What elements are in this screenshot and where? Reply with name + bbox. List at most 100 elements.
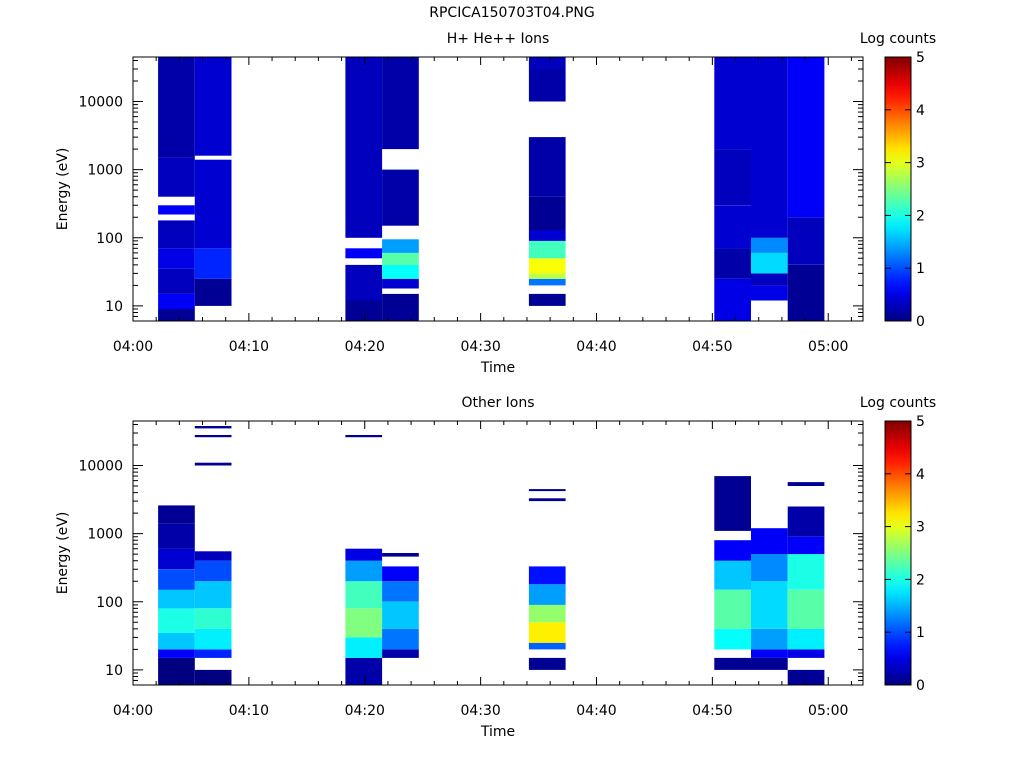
heatmap-cell — [528, 137, 566, 197]
heatmap-cell — [382, 566, 419, 582]
x-tick-label: 04:10 — [229, 703, 269, 719]
colorbar-tick-label: 5 — [916, 414, 925, 430]
heatmap-cell — [158, 589, 195, 609]
panel-title: Other Ions — [461, 395, 534, 411]
heatmap-cell — [751, 273, 788, 286]
heatmap-cell — [345, 560, 383, 582]
heatmap-cell — [751, 649, 788, 658]
colorbar-tick-label: 3 — [916, 156, 925, 172]
heatmap-cell — [382, 169, 419, 226]
heatmap-cell — [528, 642, 566, 650]
x-tick-label: 04:00 — [113, 339, 153, 355]
heatmap-cell — [714, 560, 751, 590]
heatmap-cell — [345, 608, 383, 638]
colorbar-tick-label: 2 — [916, 572, 925, 588]
heatmap-cell — [382, 57, 419, 150]
heatmap-cell — [787, 482, 825, 486]
panel-1: H+ He++ Ions 04:00 04:10 04:20 04:30 04:40 04:… — [55, 31, 936, 376]
heatmap-cell — [751, 57, 788, 238]
heatmap-cell — [382, 628, 419, 650]
x-tick-label: 04:30 — [460, 703, 500, 719]
heatmap-cell — [194, 628, 232, 650]
heatmap-cell — [158, 548, 195, 570]
heatmap-cell — [194, 57, 232, 156]
heatmap-cell — [158, 220, 195, 249]
colorbar-tick-label: 1 — [916, 261, 925, 277]
heatmap-cell — [528, 196, 566, 230]
heatmap-cell — [528, 657, 566, 670]
heatmap-cell — [714, 57, 751, 150]
heatmap-cell — [751, 581, 788, 629]
y-tick-label: 1000 — [87, 163, 123, 179]
heatmap-cell — [345, 657, 383, 685]
heatmap-cell — [194, 649, 232, 658]
heatmap-cell — [158, 205, 195, 215]
heatmap-cell — [714, 149, 751, 206]
heatmap-cell — [194, 159, 232, 249]
colorbar-tick-label: 5 — [916, 50, 925, 66]
heatmap-cell — [345, 435, 383, 438]
colorbar-tick-label: 0 — [916, 314, 925, 330]
file-title: RPCICA150703T04.PNG — [429, 5, 595, 21]
heatmap-cell — [528, 57, 566, 69]
heatmap-cell — [345, 581, 383, 609]
heatmap-cell — [714, 205, 751, 249]
heatmap-cell — [194, 560, 232, 582]
x-axis-label: Time — [480, 724, 515, 740]
heatmap-cell — [345, 264, 383, 301]
colorbar-tick-label: 2 — [916, 208, 925, 224]
heatmap-cell — [787, 536, 825, 555]
plot-frame — [132, 56, 864, 322]
heatmap-cell — [714, 476, 751, 531]
heatmap-cell — [158, 649, 195, 658]
heatmap-cell — [382, 601, 419, 629]
colorbar — [884, 420, 912, 686]
y-tick-label: 1000 — [87, 527, 123, 543]
heatmap-cell — [528, 604, 566, 623]
heatmap-cell — [528, 278, 566, 286]
heatmap-cell — [528, 230, 566, 241]
heatmap-cell — [382, 264, 419, 279]
heatmap-cell — [751, 528, 788, 555]
heatmap-cell — [194, 581, 232, 609]
heatmap-cell — [194, 669, 232, 685]
heatmap-cell — [158, 157, 195, 197]
x-tick-label: 04:20 — [345, 703, 385, 719]
colorbar-tick-label: 1 — [916, 625, 925, 641]
heatmap-cell — [158, 569, 195, 590]
colorbar-tick-label: 3 — [916, 520, 925, 536]
heatmap-cell — [751, 628, 788, 650]
heatmap-cell — [194, 435, 232, 438]
heatmap-cell — [194, 278, 232, 306]
colorbar-label: Log counts — [860, 395, 936, 411]
heatmap-cell — [787, 264, 825, 321]
heatmap-cell — [714, 628, 751, 650]
heatmap-cell — [345, 248, 383, 259]
colorbar-tick-label: 4 — [916, 467, 925, 483]
heatmap-cell — [751, 237, 788, 253]
heatmap-cell — [382, 293, 419, 321]
heatmap-cell — [528, 293, 566, 306]
heatmap-cell — [158, 608, 195, 633]
heatmap-cell — [345, 57, 383, 238]
heatmap-cell — [751, 554, 788, 582]
heatmap-cell — [382, 553, 419, 557]
heatmap-cell — [382, 649, 419, 658]
heatmap-cell — [787, 554, 825, 590]
heatmap-cell — [382, 278, 419, 289]
heatmap-cell — [194, 551, 232, 561]
x-tick-label: 04:30 — [460, 339, 500, 355]
heatmap-cell — [345, 548, 383, 561]
heatmap-cell — [158, 57, 195, 158]
heatmap-cell — [787, 628, 825, 650]
y-tick-label: 100 — [96, 595, 123, 611]
heatmap-cell — [751, 285, 788, 301]
heatmap-cell — [714, 589, 751, 629]
heatmap-cell — [158, 293, 195, 309]
heatmap-cell — [714, 540, 751, 561]
y-tick-label: 10000 — [78, 459, 123, 475]
heatmap-cell — [787, 217, 825, 265]
colorbar-tick-label: 0 — [916, 678, 925, 694]
heatmap-cell — [528, 258, 566, 274]
